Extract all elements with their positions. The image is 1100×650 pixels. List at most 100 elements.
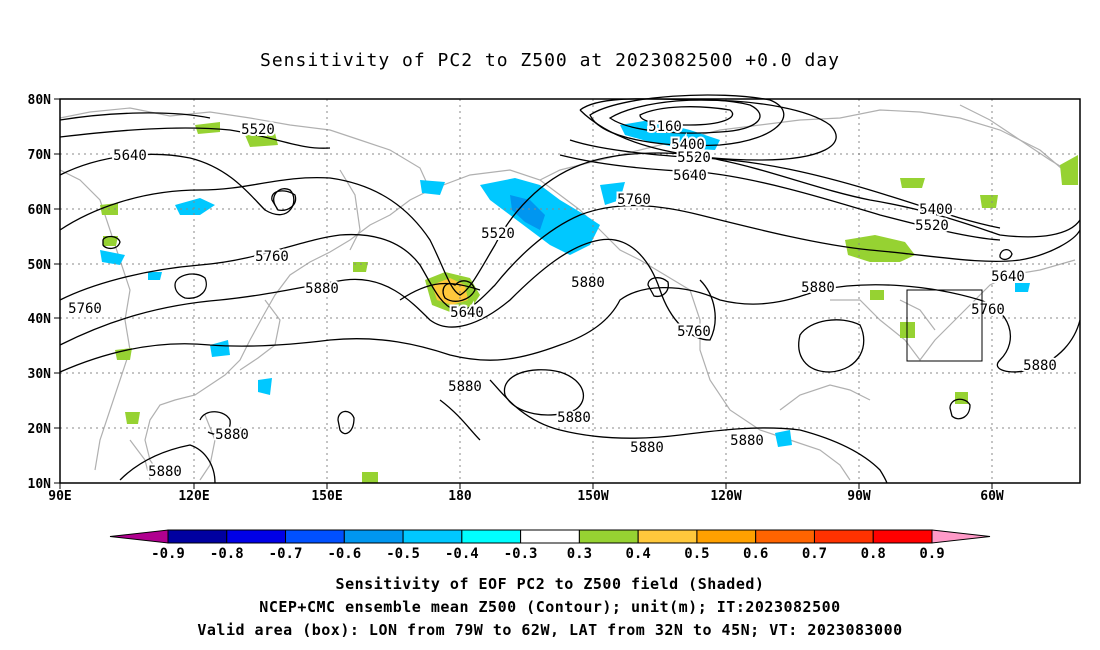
lon-label: 90E: [48, 489, 71, 504]
colorbar-segment: [696, 529, 757, 544]
colorbar-segment: [755, 529, 815, 544]
colorbar-label: -0.4: [445, 546, 479, 562]
colorbar-segment: [872, 529, 933, 544]
lon-label: 120W: [710, 489, 741, 504]
contour-label: 5760: [255, 249, 289, 265]
lat-label: 50N: [28, 258, 52, 273]
lon-label: 180: [448, 489, 472, 504]
lon-labels: 90E 120E 150E 180 150W 120W 90W 60W: [48, 489, 1004, 504]
colorbar-label: -0.6: [327, 546, 361, 562]
contour-label: 5760: [971, 302, 1005, 318]
colorbar-label: -0.3: [504, 546, 538, 562]
contour-label: 5760: [617, 192, 651, 208]
lon-label: 150W: [577, 489, 608, 504]
caption-shading: Sensitivity of EOF PC2 to Z500 field (Sh…: [335, 575, 765, 593]
colorbar-segment: [343, 529, 404, 544]
shade-positive: [1060, 155, 1078, 185]
lat-label: 10N: [28, 477, 52, 492]
colorbar-segment: [226, 529, 287, 544]
colorbar-label: -0.9: [151, 546, 185, 562]
colorbar-min-arrow: [109, 529, 169, 544]
colorbar-segment: [285, 529, 345, 544]
contour-label: 5520: [481, 226, 515, 242]
shade-negative: [775, 430, 792, 447]
colorbar-label: 0.8: [861, 546, 886, 562]
shade-positive: [845, 235, 915, 262]
shade-positive: [900, 178, 925, 188]
lat-label: 70N: [28, 148, 52, 163]
contour-label: 5640: [113, 148, 147, 164]
lat-label: 30N: [28, 367, 52, 382]
shade-positive: [245, 133, 278, 147]
lat-labels: 80N 70N 60N 50N 40N 30N 20N 10N: [28, 93, 52, 492]
shade-negative: [100, 250, 125, 265]
contour-label: 5400: [671, 137, 705, 153]
shade-positive: [125, 412, 140, 424]
contour-label: 5880: [305, 281, 339, 297]
colorbar-segment: [167, 529, 228, 544]
shade-negative: [148, 272, 162, 280]
contour-label: 5880: [571, 275, 605, 291]
colorbar-label: 0.6: [743, 546, 768, 562]
lat-label: 60N: [28, 203, 52, 218]
contour-label: 5880: [148, 464, 182, 480]
shade-positive: [115, 348, 132, 360]
colorbar-label: -0.8: [210, 546, 244, 562]
lon-label: 90W: [847, 489, 871, 504]
contour-label: 5880: [801, 280, 835, 296]
lon-label: 150E: [311, 489, 342, 504]
colorbar-segment: [461, 529, 522, 544]
sensitivity-shading: [100, 120, 1078, 483]
shade-positive: [870, 290, 884, 300]
colorbar-label: 0.4: [626, 546, 651, 562]
contour-label: 5640: [673, 168, 707, 184]
contour-label: 5760: [677, 324, 711, 340]
contour-label: 5880: [448, 379, 482, 395]
shade-positive: [980, 195, 998, 208]
colorbar-segment: [520, 529, 580, 544]
contour-label: 5880: [215, 427, 249, 443]
contour-label: 5880: [557, 410, 591, 426]
contour-label: 5160: [648, 119, 682, 135]
caption-contour: NCEP+CMC ensemble mean Z500 (Contour); u…: [259, 598, 841, 616]
shade-negative: [420, 180, 445, 195]
contour-label: 5520: [241, 122, 275, 138]
contour-label: 5880: [730, 433, 764, 449]
shade-positive: [955, 392, 968, 404]
contour-label: 5520: [915, 218, 949, 234]
colorbar-label: 0.9: [919, 546, 944, 562]
z500-contours: [59, 94, 1081, 484]
colorbar-label: 0.7: [802, 546, 827, 562]
shade-negative: [258, 378, 272, 395]
shade-negative: [620, 120, 720, 150]
contour-label: 5400: [919, 202, 953, 218]
chart-title: Sensitivity of PC2 to Z500 at 2023082500…: [259, 50, 840, 71]
shade-negative: [510, 195, 545, 230]
colorbar-max-arrow: [931, 529, 991, 544]
contour-label: 5640: [991, 269, 1025, 285]
tick-marks: [54, 98, 993, 489]
shade-positive: [353, 262, 368, 272]
colorbar-segment: [578, 529, 639, 544]
contour-labels: 5520 5640 5760 5880 5520 5760 5880 5640 …: [66, 117, 1059, 482]
colorbar-segment: [402, 529, 463, 544]
caption-valid-area: Valid area (box): LON from 79W to 62W, L…: [197, 621, 903, 639]
lat-label: 20N: [28, 422, 52, 437]
graticule: [60, 99, 1080, 483]
colorbar-label: -0.7: [269, 546, 303, 562]
plot-frame: [59, 98, 1081, 484]
shade-positive: [362, 472, 378, 483]
shade-negative: [600, 182, 625, 205]
shade-positive: [103, 236, 118, 246]
lat-label: 40N: [28, 312, 52, 327]
contour-label: 5880: [630, 440, 664, 456]
contour-label: 5760: [68, 301, 102, 317]
shade-negative: [210, 340, 230, 357]
shade-negative: [175, 198, 215, 215]
lon-label: 60W: [980, 489, 1004, 504]
shade-negative: [1015, 283, 1030, 292]
colorbar-label: 0.3: [567, 546, 592, 562]
valid-area-box: [906, 289, 983, 362]
colorbar-label: 0.5: [684, 546, 709, 562]
